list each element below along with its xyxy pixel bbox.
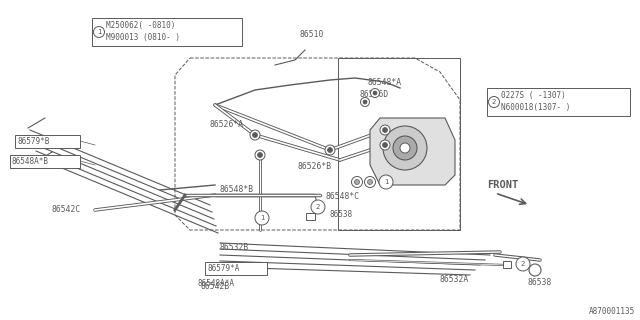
Circle shape bbox=[351, 177, 362, 188]
Circle shape bbox=[325, 145, 335, 155]
Text: 2: 2 bbox=[492, 99, 496, 105]
Polygon shape bbox=[370, 118, 455, 185]
Circle shape bbox=[367, 180, 372, 185]
Circle shape bbox=[393, 136, 417, 160]
Circle shape bbox=[529, 264, 541, 276]
Bar bbox=[10, 155, 80, 168]
Circle shape bbox=[379, 175, 393, 189]
Text: 0227S ( -1307): 0227S ( -1307) bbox=[501, 91, 566, 100]
Bar bbox=[92, 18, 242, 46]
Text: 86542B: 86542B bbox=[200, 282, 230, 291]
Text: 86579*B: 86579*B bbox=[17, 137, 49, 146]
Text: 1: 1 bbox=[260, 215, 264, 221]
Circle shape bbox=[383, 126, 427, 170]
Text: 86526*A: 86526*A bbox=[210, 120, 244, 129]
Circle shape bbox=[380, 140, 390, 150]
Circle shape bbox=[255, 211, 269, 225]
Circle shape bbox=[373, 91, 377, 95]
Text: 86548A*A: 86548A*A bbox=[198, 278, 235, 287]
Circle shape bbox=[488, 97, 499, 108]
Circle shape bbox=[363, 100, 367, 104]
Circle shape bbox=[253, 132, 257, 138]
Text: M900013 (0810- ): M900013 (0810- ) bbox=[106, 33, 180, 42]
Text: FRONT: FRONT bbox=[487, 180, 518, 190]
Text: 1: 1 bbox=[384, 179, 388, 185]
Text: 86548*C: 86548*C bbox=[325, 192, 359, 201]
Text: 86538: 86538 bbox=[527, 278, 552, 287]
Bar bbox=[205, 262, 267, 275]
Text: A870001135: A870001135 bbox=[589, 307, 635, 316]
Text: 86532A: 86532A bbox=[440, 275, 469, 284]
Circle shape bbox=[516, 257, 530, 271]
Text: N600018(1307- ): N600018(1307- ) bbox=[501, 103, 570, 112]
Circle shape bbox=[383, 127, 387, 132]
Text: 86532B: 86532B bbox=[220, 243, 249, 252]
Circle shape bbox=[311, 200, 325, 214]
Circle shape bbox=[257, 153, 262, 157]
Text: 86526*B: 86526*B bbox=[298, 162, 332, 171]
Text: 2: 2 bbox=[316, 204, 320, 210]
Text: 86538: 86538 bbox=[330, 210, 353, 219]
Text: M250062( -0810): M250062( -0810) bbox=[106, 21, 175, 30]
Circle shape bbox=[355, 180, 360, 185]
Bar bbox=[15, 135, 80, 148]
Text: 86579*A: 86579*A bbox=[207, 264, 239, 273]
Circle shape bbox=[380, 125, 390, 135]
Circle shape bbox=[365, 177, 376, 188]
Text: 86548*B: 86548*B bbox=[220, 185, 254, 194]
Bar bbox=[306, 213, 315, 220]
Bar bbox=[503, 261, 511, 268]
Text: 86548*A: 86548*A bbox=[368, 78, 402, 87]
Circle shape bbox=[255, 150, 265, 160]
Circle shape bbox=[250, 130, 260, 140]
Circle shape bbox=[400, 143, 410, 153]
Circle shape bbox=[93, 27, 104, 37]
Text: 2: 2 bbox=[521, 261, 525, 267]
Text: 86510: 86510 bbox=[300, 30, 324, 39]
Text: 86542C: 86542C bbox=[52, 205, 81, 214]
Bar bbox=[487, 88, 630, 116]
Circle shape bbox=[360, 98, 369, 107]
Circle shape bbox=[328, 148, 333, 153]
Circle shape bbox=[383, 142, 387, 148]
Circle shape bbox=[371, 89, 380, 98]
Text: 86548A*B: 86548A*B bbox=[12, 157, 49, 166]
Text: 86526D: 86526D bbox=[360, 90, 389, 99]
Text: 1: 1 bbox=[97, 29, 101, 35]
